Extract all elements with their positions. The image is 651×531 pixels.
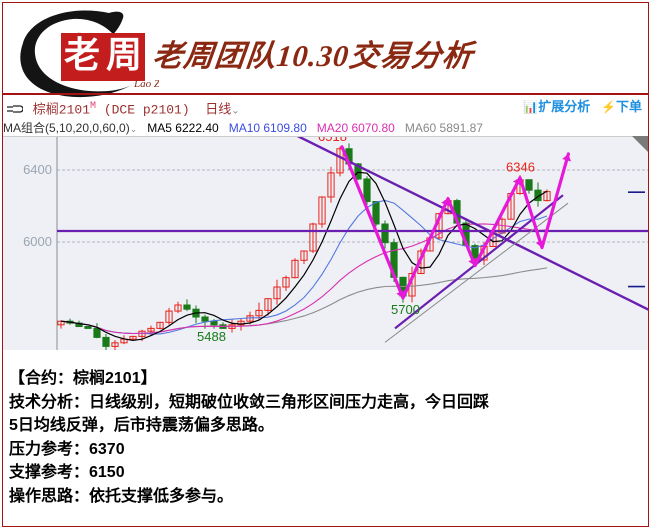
- svg-text:6346: 6346: [506, 160, 535, 175]
- svg-text:5488: 5488: [197, 329, 226, 344]
- svg-text:6518: 6518: [318, 137, 347, 144]
- svg-text:老: 老: [64, 34, 100, 75]
- svg-text:5700: 5700: [391, 302, 420, 317]
- svg-text:6000: 6000: [23, 234, 52, 249]
- svg-text:6400: 6400: [23, 162, 52, 177]
- svg-text:周: 周: [106, 34, 142, 75]
- svg-text:Lao Zhou: Lao Zhou: [133, 78, 159, 90]
